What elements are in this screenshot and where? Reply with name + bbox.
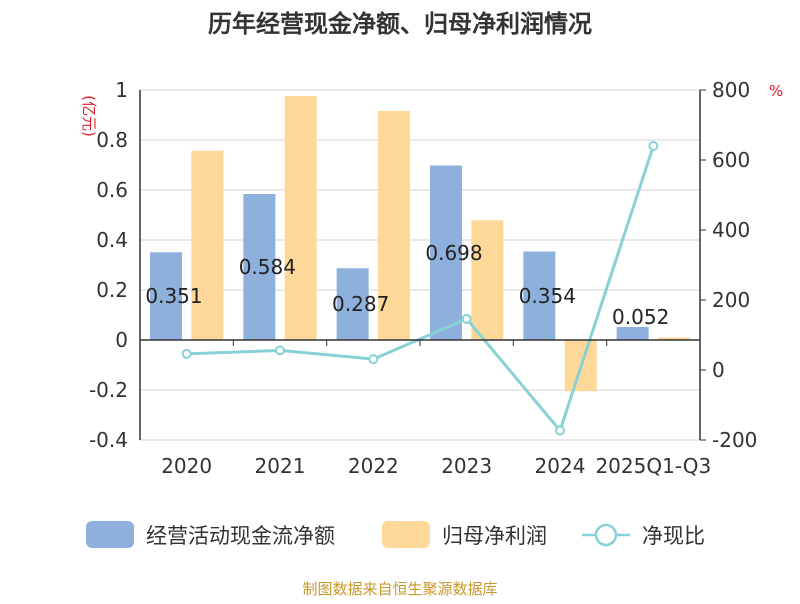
legend: 经营活动现金流净额 归母净利润 净现比 [86,521,705,548]
bar-operating-cash-flow[interactable] [523,251,556,341]
right-axis-tick-label: -200 [712,428,757,452]
bar-operating-cash-flow[interactable] [336,268,369,340]
point-cash-ratio[interactable] [648,141,659,151]
bar-net-profit[interactable] [471,220,504,340]
data-label-operating-cash-flow: 0.351 [145,284,202,308]
bar-net-profit[interactable] [191,150,224,340]
bar-operating-cash-flow[interactable] [150,252,182,340]
line-cash-ratio[interactable] [186,145,655,434]
data-label-operating-cash-flow: 0.354 [519,284,576,308]
legend-swatch-cash-ratio-marker[interactable] [594,523,618,547]
x-axis-tick-label: 2025Q1-Q3 [595,454,711,478]
point-cash-ratio[interactable] [368,354,379,365]
data-label-operating-cash-flow: 0.584 [239,255,296,279]
left-axis-tick-label: 0.2 [96,278,128,302]
point-cash-ratio[interactable] [275,345,285,356]
x-axis-tick-label: 2023 [441,454,492,478]
left-axis-unit: (亿元) [80,95,98,137]
bar-operating-cash-flow[interactable] [243,194,276,340]
bar-net-profit[interactable] [658,337,690,341]
right-axis-tick-label: 200 [712,288,750,312]
right-axis-tick-label: 0 [712,358,725,382]
legend-label-net-profit[interactable]: 归母净利润 [442,524,547,548]
left-axis-tick-label: 0.8 [96,128,128,152]
label-layer: 0.351 0.584 0.287 0.698 0.354 0.052 [145,241,669,329]
left-axis-tick-label: -0.4 [89,428,128,452]
bar-operating-cash-flow[interactable] [430,165,462,341]
data-label-operating-cash-flow: 0.287 [332,292,389,316]
axis-layer: 10.80.60.40.20-0.2-0.48006004002000-2002… [89,78,757,478]
bar-net-profit[interactable] [284,96,317,340]
x-axis-tick-label: 2022 [348,454,399,478]
left-axis-tick-label: 0.4 [96,228,128,252]
data-label-operating-cash-flow: 0.698 [425,241,482,265]
legend-swatch-net-profit[interactable] [382,521,430,548]
left-axis-tick-label: 0 [115,328,128,352]
point-cash-ratio[interactable] [181,348,192,359]
right-axis-unit: % [769,82,783,100]
right-axis-tick-label: 800 [712,78,750,102]
bar-operating-cash-flow[interactable] [616,327,649,340]
data-label-operating-cash-flow: 0.052 [612,305,669,329]
left-axis-tick-label: -0.2 [89,378,128,402]
legend-label-cash-ratio[interactable]: 净现比 [642,524,705,548]
line-layer [181,141,659,436]
x-axis-tick-label: 2020 [161,454,212,478]
point-cash-ratio[interactable] [555,425,565,436]
point-cash-ratio[interactable] [461,313,472,324]
grid-lines [140,89,700,441]
bar-net-profit[interactable] [378,111,410,340]
x-axis-tick-label: 2024 [535,454,586,478]
source-note: 制图数据来自恒生聚源数据库 [302,580,497,598]
bar-layer [150,96,690,392]
chart-title: 历年经营现金净额、归母净利润情况 [208,10,592,38]
right-axis-tick-label: 400 [712,218,750,242]
left-axis-tick-label: 1 [115,78,128,102]
x-axis-tick-label: 2021 [255,454,306,478]
legend-swatch-operating-cash-flow[interactable] [86,521,134,548]
left-axis-tick-label: 0.6 [96,178,128,202]
legend-label-operating-cash-flow[interactable]: 经营活动现金流净额 [146,524,335,548]
right-axis-tick-label: 600 [712,148,750,172]
